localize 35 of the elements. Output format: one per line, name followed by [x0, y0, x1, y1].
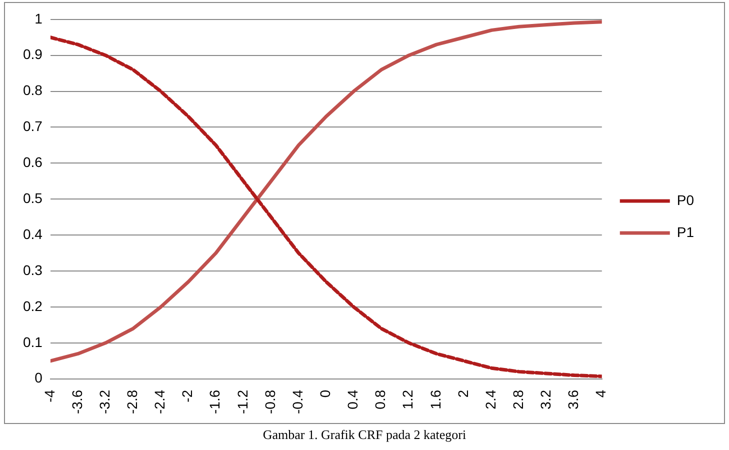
x-tick-label: -3.6	[68, 390, 85, 414]
x-tick-label: 2	[454, 390, 471, 398]
y-tick-label: 0.8	[22, 82, 43, 98]
y-tick-label: 0.3	[22, 262, 43, 278]
y-tick-label: 0.6	[22, 154, 43, 170]
x-tick-label: 0.4	[344, 390, 361, 410]
x-tick-label: -1.2	[234, 390, 250, 414]
x-tick-label: -0.8	[262, 390, 278, 414]
x-tick-label: 3.2	[538, 390, 554, 410]
x-tick-label: -2.8	[124, 390, 140, 414]
y-tick-label: 0.1	[22, 334, 43, 350]
x-tick-label: -1.6	[206, 390, 223, 414]
y-tick-label: 0.7	[22, 118, 43, 134]
legend-label: P0	[676, 192, 694, 208]
x-tick-label: -4	[41, 390, 58, 402]
x-tick-label: 0.8	[372, 390, 388, 410]
y-tick-label: 0	[34, 370, 43, 386]
x-tick-label: 2.4	[482, 390, 498, 410]
y-tick-label: 0.2	[22, 298, 43, 314]
x-tick-label: -2	[179, 390, 196, 402]
y-tick-label: 0.4	[22, 226, 43, 242]
y-tick-label: 0.9	[22, 46, 43, 62]
text: Gambar 1. Grafik CRF pada 2 kategori	[262, 427, 468, 443]
x-tick-label: 3.6	[565, 390, 582, 410]
x-tick-label: -2.4	[152, 390, 168, 414]
x-tick-label: -3.2	[96, 390, 112, 414]
x-tick-label: -0.4	[289, 390, 306, 414]
x-tick-label: 1.6	[427, 390, 444, 410]
y-tick-label: 1	[34, 10, 43, 26]
x-tick-label: 2.8	[510, 390, 526, 410]
x-tick-label: 0	[317, 390, 334, 398]
x-tick-label: 4	[592, 390, 609, 398]
y-tick-label: 0.5	[22, 190, 43, 206]
legend-label: P1	[676, 224, 694, 240]
x-tick-label: 1.2	[400, 390, 416, 410]
